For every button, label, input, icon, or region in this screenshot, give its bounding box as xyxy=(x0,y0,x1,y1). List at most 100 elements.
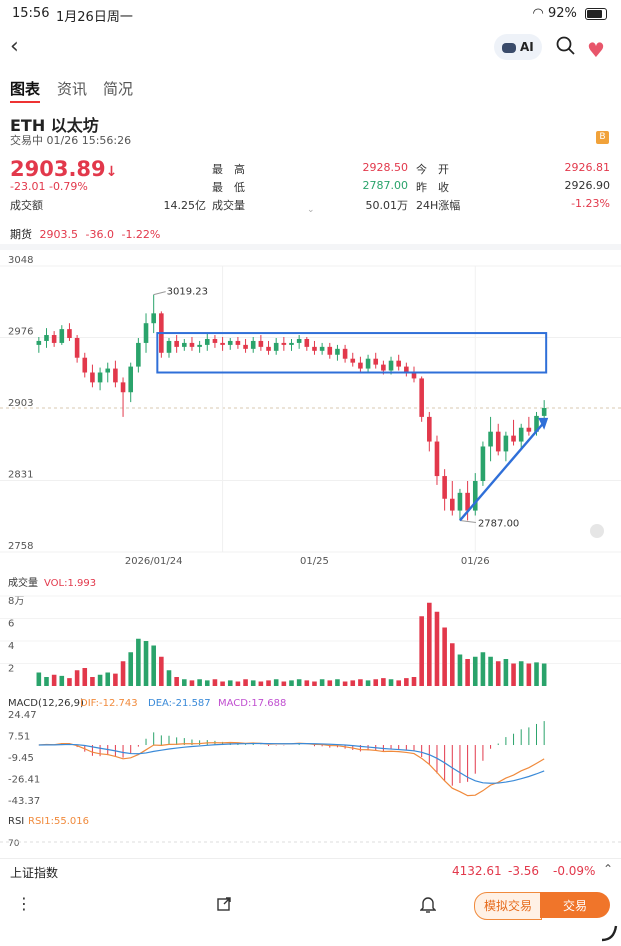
candle-body xyxy=(289,342,294,345)
resize-handle-icon xyxy=(601,925,618,942)
ai-button[interactable]: AI xyxy=(494,34,542,60)
candle-body xyxy=(258,340,264,347)
share-icon[interactable] xyxy=(216,896,232,912)
volume-bar xyxy=(273,679,279,686)
status-bar: 15:56 1月26日周一 ◠ 92% xyxy=(0,0,621,30)
candle-body xyxy=(189,342,195,347)
volume-bar xyxy=(488,656,493,686)
candle-body xyxy=(105,368,111,373)
drawn-trend-line xyxy=(459,419,548,522)
candle-body xyxy=(128,366,134,393)
change-value: -23.01 xyxy=(10,180,46,193)
macd-tick-label: -26.41 xyxy=(8,775,40,786)
chevron-up-icon[interactable]: ⌃ xyxy=(603,862,614,876)
more-icon[interactable]: ⋮ xyxy=(16,894,32,913)
candle-body xyxy=(67,329,72,338)
candle-body xyxy=(312,346,317,351)
bottom-action-bar: ⋮ 模拟交易 交易 xyxy=(0,888,621,928)
candle-body xyxy=(227,340,233,345)
low-label: 最 低 xyxy=(212,181,245,194)
macd-tick-label: 7.51 xyxy=(8,732,30,743)
candle-body xyxy=(136,342,141,367)
candle-body xyxy=(495,431,501,452)
candle-body xyxy=(427,416,432,442)
volume-bar xyxy=(480,652,486,686)
trading-status: 交易中 01/26 15:56:26 xyxy=(10,134,132,147)
change24-label: 24H涨幅 xyxy=(416,199,461,212)
candle-body xyxy=(449,498,455,511)
trend-arrow-head xyxy=(538,417,549,430)
volume-bar xyxy=(105,672,111,686)
candle-body xyxy=(442,476,447,499)
down-arrow-icon: ↓ xyxy=(105,164,118,180)
volume-bar xyxy=(319,679,325,686)
index-ticker[interactable]: 上证指数 4132.61 -3.56 -0.09% ⌃ xyxy=(0,858,621,883)
volume-bar xyxy=(174,677,179,686)
price-tick-label: 2976 xyxy=(8,327,33,338)
rsi-value-label: RSI1:55.016 xyxy=(28,816,89,827)
volume-bar xyxy=(449,643,455,686)
back-icon[interactable]: ‹ xyxy=(10,34,19,59)
volume-bar xyxy=(235,681,241,686)
volume-bar xyxy=(82,668,88,686)
macd-value-label: MACD:17.688 xyxy=(218,698,286,709)
candle-body xyxy=(511,435,516,442)
exchange-badge-icon: B xyxy=(596,131,609,144)
candle-body xyxy=(503,435,509,452)
candle-body xyxy=(36,340,42,345)
volume-bar xyxy=(534,662,539,686)
volume-bar xyxy=(327,680,333,686)
volume-bar xyxy=(381,678,386,686)
futures-row[interactable]: 期货 2903.5 -36.0 -1.22% xyxy=(10,226,164,242)
change-percent: -0.79% xyxy=(48,180,88,193)
volume-bar xyxy=(113,673,118,686)
tab-news[interactable]: 资讯 xyxy=(57,80,88,98)
expand-chevron-icon[interactable]: ⌄ xyxy=(307,205,315,215)
top-bar: ‹ AI ♥ xyxy=(0,30,621,68)
status-right: ◠ 92% xyxy=(532,6,607,21)
macd-dea-line xyxy=(38,742,545,784)
candle-body xyxy=(143,323,149,343)
index-percent: -0.09% xyxy=(553,864,596,878)
volume-bar xyxy=(365,680,371,686)
volume-bar xyxy=(97,674,103,686)
volume-value: 50.01万 xyxy=(365,199,409,212)
candle-body xyxy=(220,342,225,345)
chart-reset-icon xyxy=(590,524,604,538)
drawn-rectangle xyxy=(156,332,548,374)
candle-body xyxy=(266,346,271,351)
macd-tick-label: 24.47 xyxy=(8,710,37,721)
tab-profile[interactable]: 简况 xyxy=(103,80,134,98)
futures-label: 期货 xyxy=(10,228,32,241)
price-tick-label: 3048 xyxy=(8,256,33,266)
candle-body xyxy=(82,357,88,373)
price-chart[interactable]: 3048 2976 2903 2831 2758 2026/01/24 01/25 01/26… xyxy=(0,256,621,856)
candle-body xyxy=(51,335,57,343)
macd-tick-label: -43.37 xyxy=(8,796,40,807)
turnover-label: 成交额 xyxy=(10,199,43,212)
candle-body xyxy=(59,329,65,343)
volume-bar xyxy=(335,679,340,686)
search-icon[interactable] xyxy=(556,36,576,56)
volume-bar xyxy=(281,681,287,686)
volume-tick-label: 8万 xyxy=(8,596,24,607)
futures-change: -36.0 xyxy=(85,228,114,241)
candle-body xyxy=(174,340,179,347)
tab-bar: 图表 资讯 简况 xyxy=(0,74,621,103)
price-tick-label: 2758 xyxy=(8,541,33,552)
volume-bar xyxy=(151,645,156,686)
volume-value-label: VOL:1.993 xyxy=(44,578,96,589)
rsi-panel-label: RSI xyxy=(8,816,24,827)
volume-bar xyxy=(289,680,294,686)
tab-chart[interactable]: 图表 xyxy=(10,80,41,103)
favorite-heart-icon[interactable]: ♥ xyxy=(587,38,605,62)
trade-button[interactable]: 交易 xyxy=(540,892,610,918)
last-price: 2903.89↓ xyxy=(10,157,117,181)
volume-bar xyxy=(143,641,149,686)
alert-bell-icon[interactable] xyxy=(420,896,436,913)
simulated-trade-button[interactable]: 模拟交易 xyxy=(474,892,542,920)
candle-body xyxy=(204,338,210,345)
volume-bar xyxy=(465,659,470,686)
status-time: 15:56 xyxy=(12,6,50,21)
volume-bar xyxy=(90,677,95,686)
